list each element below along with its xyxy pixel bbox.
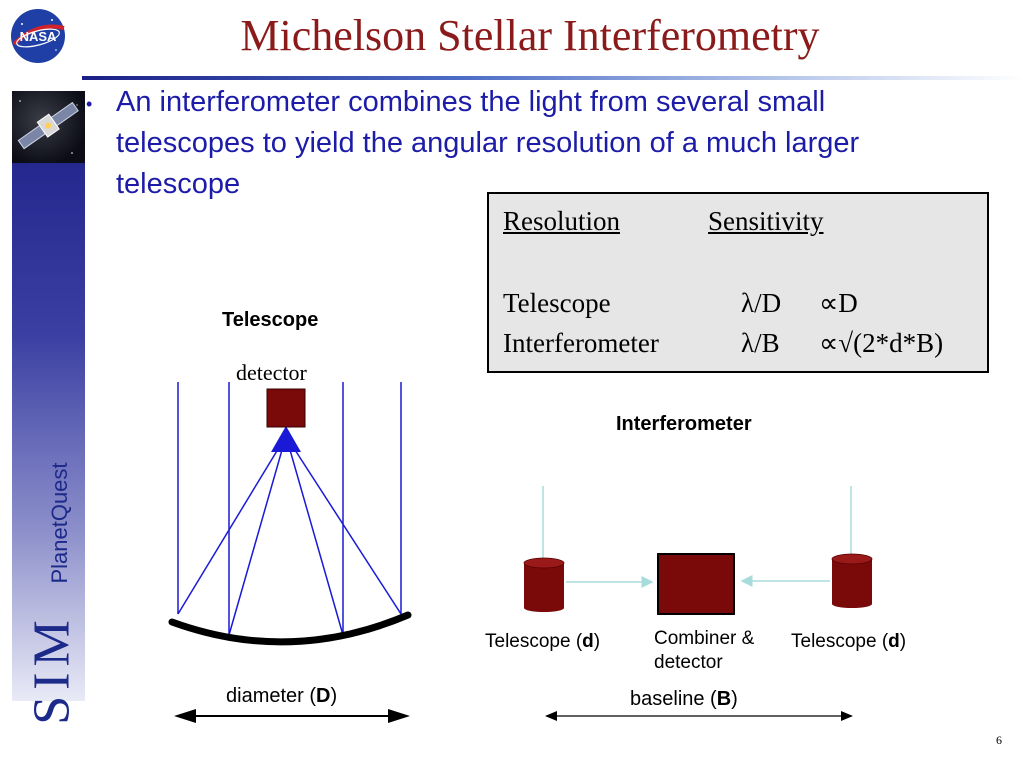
right-telescope-label: Telescope (d): [791, 631, 907, 652]
baseline-arrow: [545, 711, 853, 721]
row-telescope-resolution: λ/D: [741, 288, 782, 318]
left-telescope-icon: [523, 557, 565, 612]
resolution-sensitivity-table: Resolution Sensitivity Telescope λ/D ∝D …: [487, 192, 989, 373]
bullet-text: An interferometer combines the light fro…: [116, 86, 860, 200]
row-telescope-label: Telescope: [503, 288, 611, 318]
interferometer-diagram-title: Interferometer: [616, 413, 752, 435]
combiner-label: Combiner & detector: [654, 628, 755, 673]
nasa-logo: NASA: [8, 6, 68, 66]
header-sensitivity: Sensitivity: [708, 206, 824, 236]
left-telescope-label: Telescope (d): [485, 631, 601, 652]
right-telescope-icon: [831, 553, 873, 608]
detector-label: detector: [236, 360, 307, 385]
diameter-label: diameter (D): [226, 685, 338, 707]
combiner-detector-box: [657, 553, 735, 615]
reflected-light-rays: [177, 435, 402, 636]
baseline-label: baseline (B): [630, 688, 738, 710]
diameter-symbol: D: [316, 685, 331, 707]
page-number: 6: [996, 733, 1002, 747]
primary-mirror: [168, 611, 412, 646]
baseline-symbol: B: [716, 688, 732, 710]
row-interferometer-label: Interferometer: [503, 328, 659, 358]
row-interferometer-resolution: λ/B: [741, 328, 780, 358]
diameter-arrow: [174, 709, 410, 723]
nasa-logo-text: NASA: [20, 29, 57, 44]
spacecraft-image: [12, 91, 85, 163]
row-interferometer-sensitivity: ∝√(2*d*B): [819, 328, 944, 358]
telescope-detector: [266, 388, 306, 428]
sidebar-banner: [12, 91, 85, 701]
spacecraft-icon: [17, 100, 79, 154]
bullet-marker: •: [86, 94, 93, 114]
incoming-light-rays: [177, 382, 402, 635]
header-resolution: Resolution: [503, 206, 621, 236]
title-divider: [82, 76, 1024, 80]
telescope-diagram-title: Telescope: [222, 309, 319, 331]
interferometer-light-paths: [542, 486, 852, 588]
focus-arrowhead: [271, 426, 301, 452]
page-title: Michelson Stellar Interferometry: [240, 11, 820, 60]
row-telescope-sensitivity: ∝D: [819, 288, 858, 318]
